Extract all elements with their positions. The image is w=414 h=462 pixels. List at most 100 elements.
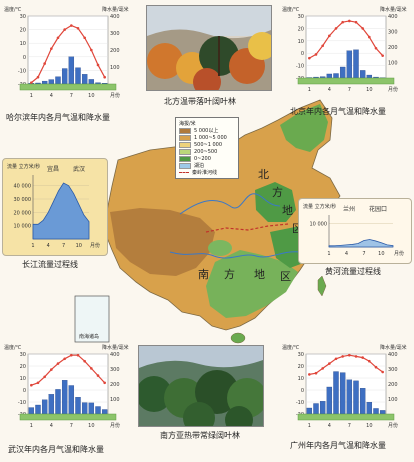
temp-tick: -10 — [18, 68, 26, 74]
precip-bar — [81, 74, 88, 85]
precip-bar — [35, 404, 41, 415]
temp-tick: 0 — [301, 51, 304, 57]
climate-caption-wuhan: 武汉年内各月气温和降水量 — [8, 445, 104, 454]
precip-tick: 100 — [388, 397, 398, 403]
precip-bar — [41, 399, 48, 415]
temperature-point — [334, 27, 338, 30]
month-tick: 1 — [308, 87, 311, 93]
temperature-point — [321, 367, 324, 370]
precip-tick: 100 — [110, 397, 120, 403]
temp-axis-label: 温度/℃ — [4, 6, 22, 13]
climate-caption-harbin: 哈尔滨年内各月气温和降水量 — [6, 113, 110, 122]
precip-bar — [48, 79, 55, 85]
temperature-point — [314, 53, 318, 56]
month-tick: 1 — [30, 423, 33, 429]
precip-bar — [313, 403, 319, 415]
temperature-point — [30, 383, 33, 387]
precip-bar — [339, 66, 346, 79]
temp-tick: 0 — [301, 388, 304, 394]
precip-bar — [359, 388, 366, 415]
month-tick: 1 — [327, 251, 330, 257]
temperature-point — [83, 359, 86, 363]
north-label-char: 地 — [282, 204, 293, 217]
temperature-point — [381, 370, 384, 374]
qinling-huaihe-line — [205, 223, 289, 233]
temp-axis-label: 温度/℃ — [4, 344, 22, 351]
temperature-point — [308, 373, 311, 376]
legend-item: 0~200 — [176, 155, 238, 162]
month-unit: 月份 — [394, 250, 404, 257]
month-unit: 月份 — [388, 86, 398, 93]
temperature-point — [96, 374, 100, 377]
precip-bar — [339, 372, 346, 415]
legend-item: 500~1 000 — [176, 141, 238, 148]
precip-tick: 200 — [110, 48, 120, 54]
precip-bar — [353, 380, 359, 415]
precip-tick: 400 — [110, 14, 120, 20]
precip-bar — [75, 397, 81, 415]
temperature-line — [31, 354, 106, 386]
temp-tick: 10 — [298, 376, 304, 382]
temperature-point — [368, 359, 371, 363]
station-label-1: 兰州 — [343, 205, 355, 213]
photo-north-caption: 北方温带落叶阔叶林 — [164, 97, 236, 106]
yangtze-flow-chart: 流量 立方米/秒 宜昌 武汉 40 000 30 000 20 000 10 000 1 4 7 1… — [7, 163, 100, 249]
temperature-point — [90, 48, 93, 52]
precip-bar — [55, 389, 61, 415]
precip-bar — [366, 402, 373, 415]
climate-chart-beijing: 温度/℃降水量/毫米3020100-10-2040030020010014710… — [282, 6, 407, 93]
climate-caption-guangzhou: 广州年内各月气温和降水量 — [290, 441, 386, 450]
temp-tick: 10 — [298, 39, 304, 45]
temperature-point — [36, 381, 40, 385]
chart-base — [297, 413, 395, 421]
month-tick: 10 — [76, 243, 82, 249]
temp-tick: 30 — [298, 352, 304, 358]
precip-bar — [95, 406, 101, 415]
precip-axis-label: 降水量/毫米 — [102, 344, 129, 351]
temp-tick: 20 — [298, 364, 304, 370]
precip-tick: 200 — [388, 45, 398, 51]
temperature-point — [50, 368, 53, 371]
temperature-point — [314, 371, 318, 375]
legend-swatch — [179, 141, 191, 148]
temp-tick: 30 — [298, 14, 304, 20]
temperature-point — [354, 20, 358, 24]
temperature-point — [76, 353, 80, 357]
month-unit: 月份 — [388, 422, 398, 429]
temperature-line — [309, 20, 384, 59]
station-label-2: 花园口 — [369, 205, 387, 213]
precip-bar — [101, 409, 108, 415]
month-unit: 月份 — [90, 242, 100, 249]
precip-tick: 200 — [110, 382, 120, 388]
legend-item: 1 000~5 000 — [176, 134, 238, 141]
legend-swatch — [179, 148, 191, 155]
precip-bar — [75, 67, 81, 85]
flow-tick: 10 000 — [310, 222, 328, 228]
month-tick: 4 — [345, 251, 348, 257]
month-tick: 10 — [378, 251, 384, 257]
temperature-point — [381, 54, 384, 57]
temperature-point — [103, 75, 106, 79]
precip-tick: 200 — [388, 382, 398, 388]
month-unit: 月份 — [110, 422, 120, 429]
temperature-point — [328, 34, 331, 38]
temp-tick: 10 — [20, 376, 26, 382]
south-label-char: 地 — [254, 268, 265, 281]
north-label-char: 方 — [272, 185, 283, 199]
legend-label: 5 000以上 — [194, 128, 219, 134]
legend-title: 海拔/米 — [179, 121, 196, 127]
legend-swatch — [179, 162, 191, 169]
station-label-2: 武汉 — [73, 165, 85, 173]
temperature-point — [348, 353, 351, 357]
temperature-point — [63, 357, 66, 361]
precip-tick: 400 — [110, 352, 120, 358]
temp-tick: 10 — [20, 41, 26, 47]
precip-bar — [41, 80, 48, 85]
yellow-river — [179, 193, 281, 215]
south-region-label: 南方地区 — [198, 267, 291, 283]
yellow-flow-chart: 流量 立方米/秒 兰州 花园口 10 000 1 4 7 10 月份 — [303, 203, 404, 257]
temperature-point — [43, 375, 46, 379]
flow-tick: 20 000 — [14, 210, 32, 216]
legend-swatch — [179, 134, 191, 141]
temperature-point — [83, 36, 86, 40]
